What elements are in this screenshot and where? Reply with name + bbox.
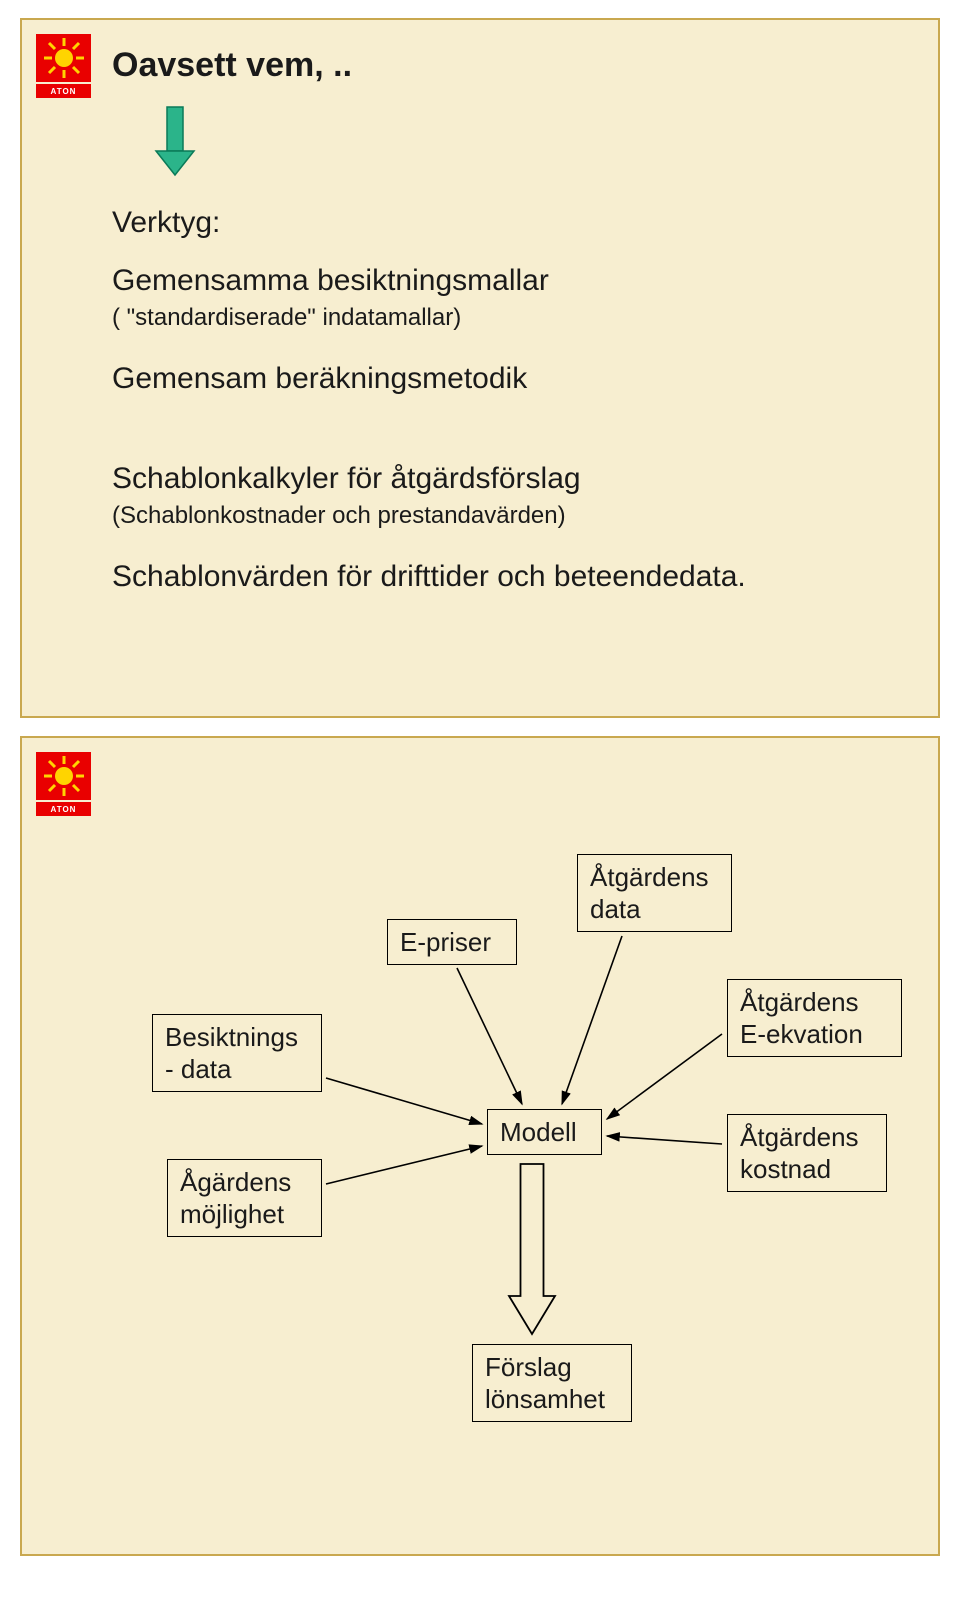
arrow-epriser-modell bbox=[457, 968, 522, 1104]
slide1-items: Gemensamma besiktningsmallar ( "standardi… bbox=[112, 264, 902, 630]
node-agard: Ågärdensmöjlighet bbox=[167, 1159, 322, 1237]
arrow-kostnad-modell bbox=[607, 1136, 722, 1144]
slide1-item: Gemensamma besiktningsmallar bbox=[112, 264, 902, 298]
sun-icon bbox=[42, 754, 86, 798]
diagram: Besiktnings- data Ågärdensmöjlighet E-pris… bbox=[112, 764, 902, 1524]
logo-sun-box bbox=[36, 752, 91, 800]
slide-1: ATON Oavsett vem, .. Verktyg: Gemensamma… bbox=[20, 18, 940, 718]
logo-strip: ATON bbox=[36, 84, 91, 98]
node-eekv: ÅtgärdensE-ekvation bbox=[727, 979, 902, 1057]
logo: ATON bbox=[36, 752, 91, 816]
slide1-subitem bbox=[112, 600, 902, 630]
slide1-item: Gemensam beräkningsmetodik bbox=[112, 362, 902, 396]
node-epriser: E-priser bbox=[387, 919, 517, 965]
sun-icon bbox=[42, 36, 86, 80]
slide1-item: Schablonvärden för drifttider och beteen… bbox=[112, 560, 902, 594]
slide1-subitem bbox=[112, 402, 902, 432]
logo-sun-box bbox=[36, 34, 91, 82]
arrow-atg_data-modell bbox=[562, 936, 622, 1104]
slide-2: ATON Besiktnings- data Ågärdensmöjlighet E… bbox=[20, 736, 940, 1556]
big-down-arrow-icon bbox=[509, 1164, 555, 1334]
slide1-title: Oavsett vem, .. bbox=[112, 46, 902, 85]
node-modell: Modell bbox=[487, 1109, 602, 1155]
slide1-item: Schablonkalkyler för åtgärdsförslag bbox=[112, 462, 902, 496]
arrow-agard-modell bbox=[326, 1146, 482, 1184]
down-arrow-icon bbox=[152, 105, 198, 179]
node-kostnad: Åtgärdenskostnad bbox=[727, 1114, 887, 1192]
logo-strip: ATON bbox=[36, 802, 91, 816]
node-forslag: Förslaglönsamhet bbox=[472, 1344, 632, 1422]
node-besikt: Besiktnings- data bbox=[152, 1014, 322, 1092]
slide1-subitem: ( "standardiserade" indatamallar) bbox=[112, 304, 902, 332]
arrow-besikt-modell bbox=[326, 1078, 482, 1124]
logo: ATON bbox=[36, 34, 91, 98]
slide1-subitem: (Schablonkostnader och prestandavärden) bbox=[112, 502, 902, 530]
node-atg_data: Åtgärdensdata bbox=[577, 854, 732, 932]
slide1-subhead: Verktyg: bbox=[112, 206, 902, 240]
arrow-eekv-modell bbox=[607, 1034, 722, 1119]
